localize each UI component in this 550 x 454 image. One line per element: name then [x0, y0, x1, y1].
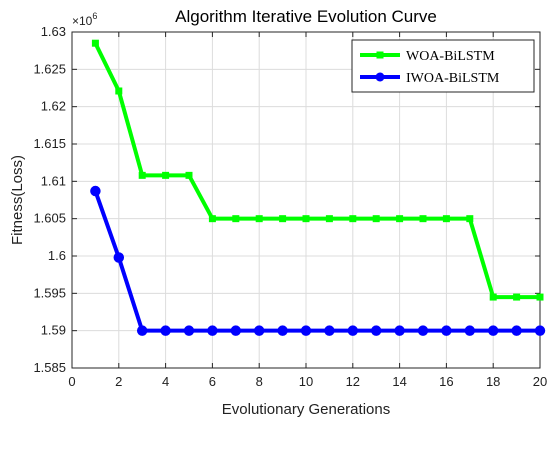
data-point: [300, 325, 312, 336]
y-tick-label: 1.62: [41, 99, 66, 114]
x-tick-label: 16: [439, 374, 453, 389]
y-tick-label: 1.59: [41, 323, 66, 338]
data-point: [347, 325, 359, 336]
data-point: [160, 325, 171, 336]
y-tick-label: 1.6: [48, 248, 66, 263]
data-point: [277, 325, 288, 336]
data-point: [536, 293, 544, 301]
data-point: [324, 325, 335, 336]
y-axis-label: Fitness(Loss): [9, 155, 26, 245]
legend-label: IWOA-BiLSTM: [406, 71, 500, 86]
data-point: [232, 215, 240, 223]
data-point: [370, 325, 382, 336]
series-line: [93, 42, 540, 300]
data-point: [396, 215, 404, 223]
legend-swatch-marker: [375, 72, 385, 82]
legend-swatch-marker: [376, 51, 384, 59]
x-tick-label: 20: [533, 374, 547, 389]
data-point: [253, 325, 265, 336]
data-point: [138, 171, 146, 179]
data-point: [162, 171, 170, 179]
data-point: [115, 87, 123, 95]
data-point: [255, 215, 263, 223]
y-tick-label: 1.63: [41, 24, 66, 39]
y-axis-exponent-base: ×10: [72, 14, 93, 28]
data-point: [136, 325, 148, 336]
series-woa-bilstm: [91, 39, 544, 301]
data-point: [417, 325, 429, 336]
series-iwoa-bilstm: [90, 185, 546, 336]
data-point: [489, 293, 497, 301]
data-point: [302, 215, 310, 223]
data-point: [90, 185, 101, 197]
data-point: [534, 325, 546, 336]
x-tick-label: 4: [162, 374, 169, 389]
y-tick-label: 1.585: [33, 360, 66, 375]
y-tick-label: 1.595: [33, 285, 66, 300]
data-point: [183, 325, 195, 336]
data-point: [466, 215, 474, 223]
x-tick-label: 0: [68, 374, 75, 389]
legend: WOA-BiLSTM IWOA-BiLSTM: [351, 39, 535, 93]
x-tick-label: 8: [256, 374, 263, 389]
legend-item: WOA-BiLSTM: [360, 49, 495, 64]
data-point: [349, 215, 357, 223]
y-tick-label: 1.61: [41, 173, 66, 188]
y-tick-label: 1.625: [33, 61, 66, 76]
data-point: [91, 39, 99, 47]
data-point: [325, 215, 333, 223]
series-layer: [90, 39, 546, 336]
legend-item: IWOA-BiLSTM: [360, 71, 500, 86]
data-point: [513, 293, 521, 301]
data-point: [511, 325, 522, 336]
x-axis-ticks: 0 2 4 6 8 10 12 14 16 18 20: [68, 32, 547, 389]
data-point: [208, 215, 216, 223]
x-tick-label: 12: [346, 374, 360, 389]
y-tick-label: 1.615: [33, 136, 66, 151]
data-point: [394, 325, 405, 336]
legend-box: [351, 39, 535, 93]
data-point: [441, 325, 452, 336]
x-tick-label: 6: [209, 374, 216, 389]
data-point: [185, 171, 193, 179]
legend-label: WOA-BiLSTM: [406, 49, 495, 64]
data-point: [230, 325, 242, 336]
data-point: [419, 215, 427, 223]
x-tick-label: 18: [486, 374, 500, 389]
data-point: [464, 325, 476, 336]
data-point: [372, 215, 380, 223]
data-point: [279, 215, 287, 223]
data-point: [487, 325, 499, 336]
x-tick-label: 10: [299, 374, 313, 389]
chart-title: Algorithm Iterative Evolution Curve: [175, 7, 437, 26]
data-point: [442, 215, 450, 223]
x-tick-label: 2: [115, 374, 122, 389]
x-axis-label: Evolutionary Generations: [222, 401, 390, 418]
y-axis-exponent-power: 6: [92, 11, 97, 21]
y-axis-ticks: 1.585 1.59 1.595 1.6 1.605 1.61 1.615 1.62 1.625…: [33, 24, 540, 375]
data-point: [113, 252, 125, 263]
y-axis-exponent: ×106: [72, 11, 97, 28]
y-tick-label: 1.605: [33, 211, 66, 226]
data-point: [207, 325, 218, 336]
x-tick-label: 14: [392, 374, 406, 389]
